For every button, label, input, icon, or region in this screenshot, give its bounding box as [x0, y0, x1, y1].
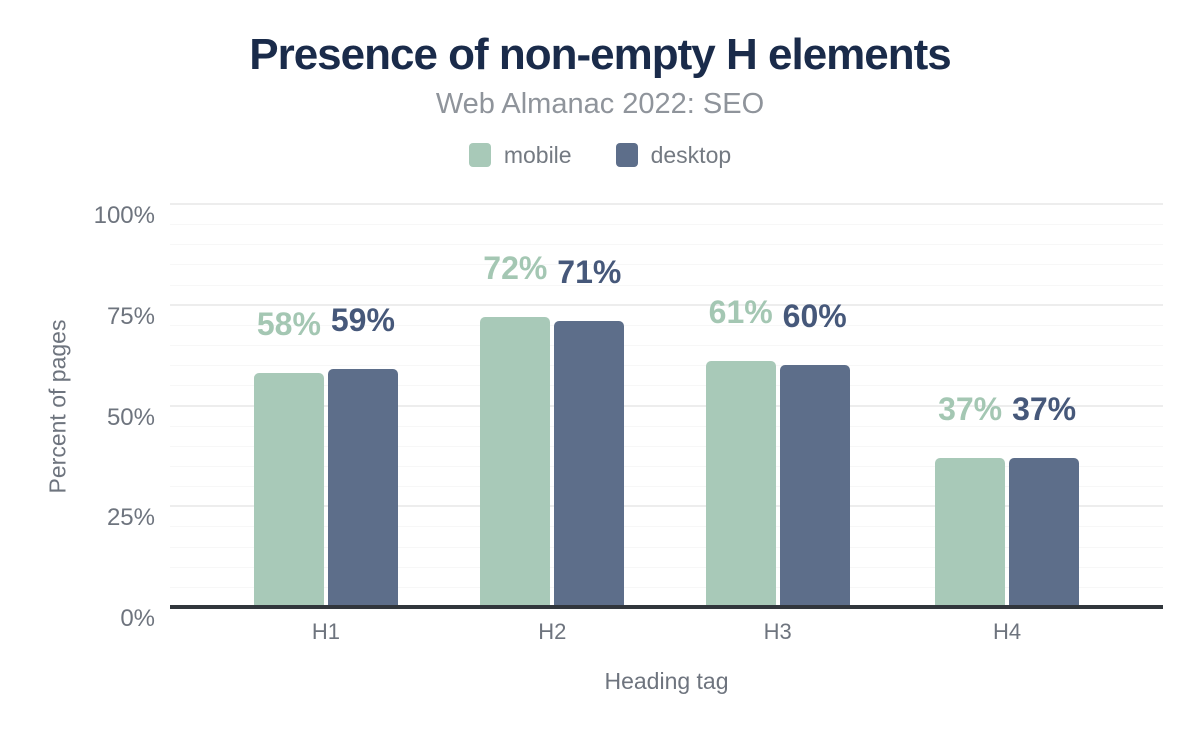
minor-gridline-55	[170, 385, 1163, 387]
x-tick-H3: H3	[763, 619, 792, 644]
legend: mobile desktop	[0, 140, 1200, 170]
legend-label-desktop: desktop	[650, 141, 732, 168]
bar-value-mobile-H4: 37%	[938, 390, 1003, 427]
x-axis-line	[170, 605, 1163, 609]
y-axis-title: Percent of pages	[44, 319, 71, 494]
legend-item-desktop: desktop	[615, 141, 732, 169]
minor-gridline-30	[170, 486, 1163, 488]
bar-value-mobile-H1: 58%	[256, 306, 321, 343]
chart-subtitle: Web Almanac 2022: SEO	[435, 88, 765, 120]
y-tick-0pct: 0%	[120, 605, 155, 632]
legend-label-mobile: mobile	[503, 141, 572, 168]
chart-title: Presence of non-empty H elements	[249, 30, 952, 79]
bar-desktop-H2	[554, 320, 625, 607]
bar-value-desktop-H4: 37%	[1012, 390, 1077, 427]
major-gridline-25	[170, 505, 1163, 508]
bar-mobile-H1	[253, 373, 324, 607]
y-tick-25pct: 25%	[106, 504, 155, 532]
bar-value-desktop-H2: 71%	[557, 253, 622, 290]
minor-gridline-60	[170, 365, 1163, 367]
minor-gridline-95	[170, 224, 1163, 226]
minor-gridline-20	[170, 526, 1163, 528]
bar-mobile-H3	[705, 361, 776, 607]
bar-value-mobile-H2: 72%	[483, 249, 548, 286]
legend-item-mobile: mobile	[468, 141, 572, 169]
bar-value-desktop-H3: 60%	[782, 298, 847, 335]
major-gridline-100	[170, 203, 1163, 205]
minor-gridline-65	[170, 345, 1163, 347]
bar-desktop-H4	[1009, 457, 1080, 607]
bar-mobile-H4	[935, 457, 1006, 607]
bar-value-desktop-H1: 59%	[330, 302, 395, 339]
y-tick-100pct: 100%	[93, 202, 155, 229]
bar-mobile-H2	[480, 316, 551, 607]
legend-swatch-mobile	[468, 143, 491, 167]
legend-swatch-desktop	[615, 143, 638, 167]
plot-area: 0% 25% 50% 75% 100% 58% 59% H1 72% 71% H2 61% 60% H3 3…	[94, 202, 1163, 644]
minor-gridline-40	[170, 445, 1163, 447]
minor-gridline-35	[170, 465, 1163, 467]
bar-desktop-H3	[779, 365, 850, 607]
x-tick-H2: H2	[538, 619, 567, 644]
major-gridline-75	[170, 303, 1163, 306]
x-tick-H1: H1	[311, 619, 340, 644]
major-gridline-50	[170, 404, 1163, 407]
minor-gridline-45	[170, 425, 1163, 427]
minor-gridline-5	[170, 586, 1163, 588]
x-tick-H4: H4	[993, 619, 1022, 644]
minor-gridline-10	[170, 566, 1163, 568]
bar-value-mobile-H3: 61%	[708, 294, 773, 331]
bar-desktop-H1	[327, 369, 398, 607]
minor-gridline-70	[170, 324, 1163, 326]
y-tick-50pct: 50%	[106, 403, 155, 431]
minor-gridline-90	[170, 244, 1163, 246]
minor-gridline-85	[170, 264, 1163, 266]
x-axis-title: Heading tag	[604, 668, 729, 694]
minor-gridline-80	[170, 284, 1163, 286]
minor-gridline-15	[170, 546, 1163, 548]
y-tick-75pct: 75%	[106, 302, 155, 330]
